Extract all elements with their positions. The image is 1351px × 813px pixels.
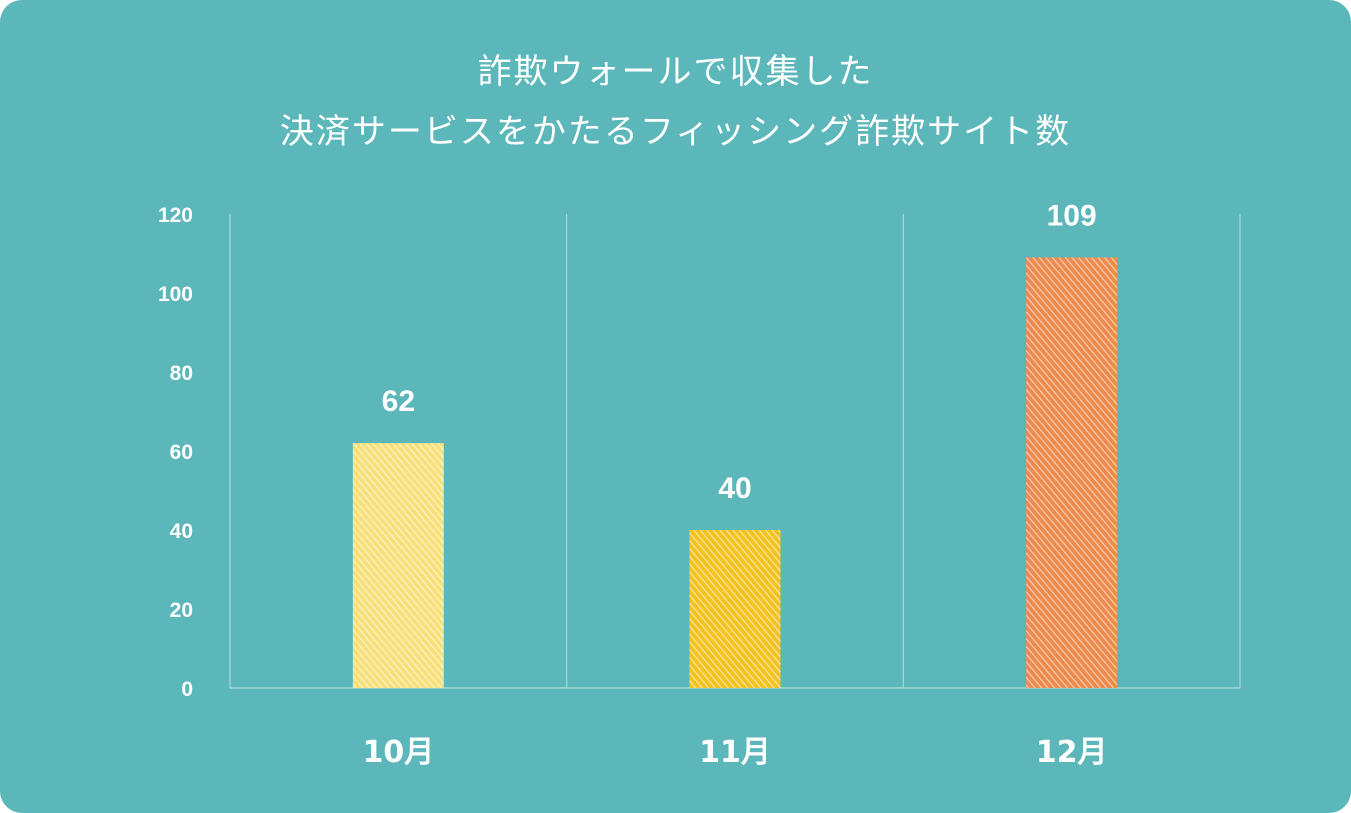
x-tick-label: 10月 [362,735,434,770]
x-tick-label: 12月 [1036,735,1108,770]
y-tick-label: 40 [170,520,193,543]
data-label: 40 [718,472,751,505]
data-label: 109 [1047,199,1097,232]
chart-title-line-1: 詐欺ウォールで収集した [477,52,874,92]
bar-1 [352,443,444,688]
bar-3 [1026,257,1118,688]
chart-title-line-2: 決済サービスをかたるフィッシング詐欺サイト数 [279,112,1072,152]
y-tick-label: 100 [158,283,193,306]
x-tick-label: 11月 [699,735,771,770]
data-label: 62 [382,385,415,418]
y-tick-label: 60 [170,441,193,464]
y-tick-label: 120 [158,204,193,227]
y-tick-label: 0 [181,678,193,701]
bar-2 [689,530,781,688]
y-tick-label: 20 [170,599,193,622]
y-tick-label: 80 [170,362,193,385]
